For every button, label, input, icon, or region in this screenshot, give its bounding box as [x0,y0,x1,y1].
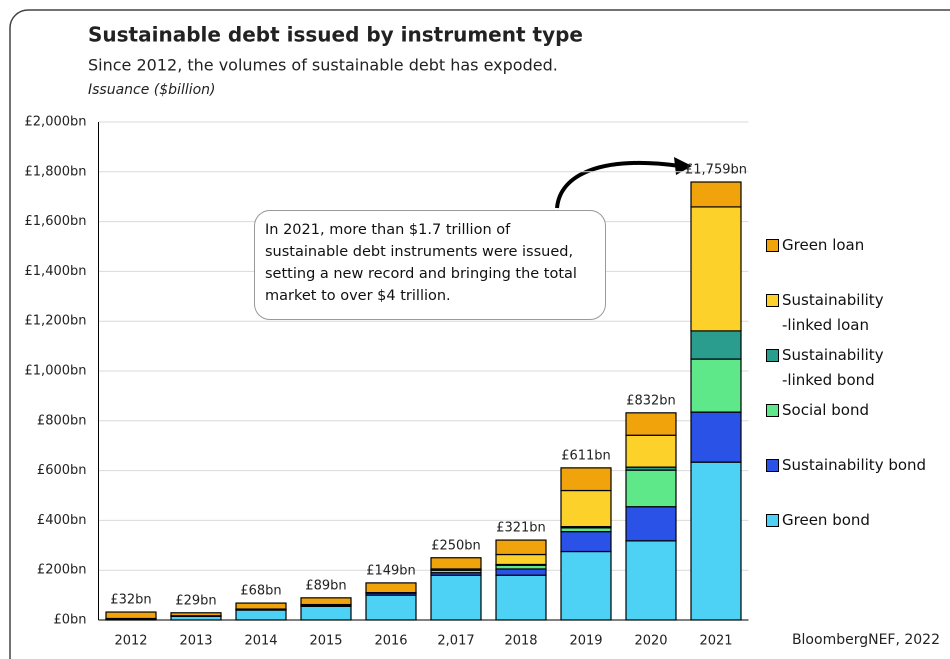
y-tick-label: £1,400bn [25,264,87,279]
bar-segment [300,597,352,606]
legend-swatch [766,294,779,307]
x-tick-label: 2013 [179,634,212,649]
bar-segment [625,506,677,542]
legend-swatch [766,349,779,362]
bar-segment [170,612,222,617]
bar-segment [560,550,612,621]
legend-swatch [766,459,779,472]
x-tick-label: 2019 [569,634,602,649]
bar-segment [690,461,742,621]
total-label: £68bn [240,584,281,599]
total-label: £32bn [110,593,151,608]
legend-label: Sustainability -linked loan [782,291,884,334]
x-tick-label: 2015 [309,634,342,649]
y-tick-label: £1,200bn [25,314,87,329]
bar-segment [365,582,417,594]
bar-segment [690,206,742,332]
y-tick-label: £1,000bn [25,364,87,379]
y-tick-label: £800bn [37,413,87,428]
total-label: £611bn [561,448,611,463]
legend-item: Social bond [766,398,869,423]
x-tick-label: 2012 [114,634,147,649]
total-label: £832bn [626,393,676,408]
bar-segment [430,557,482,570]
legend-label: Social bond [782,401,869,419]
y-tick-label: £1,800bn [25,164,87,179]
bar-segment [690,358,742,413]
bar-segment [495,539,547,556]
total-label: £149bn [366,563,416,578]
bar-segment [690,181,742,208]
chart-title: Sustainable debt issued by instrument ty… [88,23,583,47]
total-label: £321bn [496,521,546,536]
legend-label: Green bond [782,511,870,529]
total-label: £250bn [431,538,481,553]
total-label: £1,759bn [685,163,747,178]
annotation: In 2021, more than $1.7 trillion of sust… [254,210,606,320]
bar-segment [365,594,417,621]
bar-segment [430,574,482,621]
x-tick-label: 2020 [634,634,667,649]
x-tick-label: 2,017 [437,634,474,649]
bar-segment [625,434,677,468]
bar-segment [495,568,547,576]
legend-item: Green loan [766,233,864,258]
y-tick-label: £0bn [53,613,86,628]
y-tick-label: £2,000bn [25,115,87,130]
legend-item: Green bond [766,508,870,533]
bar-segment [625,412,677,436]
legend-label: Sustainability bond [782,456,927,474]
bar-segment [495,574,547,621]
arrow-head [674,157,692,175]
bar-segment [690,411,742,463]
y-tick-label: £200bn [37,563,87,578]
bar-segment [495,553,547,566]
bar-segment [560,531,612,553]
y-tick-label: £1,600bn [25,214,87,229]
subtitle: Since 2012, the volumes of sustainable d… [88,56,558,75]
bar-segment [105,611,157,620]
bar-segment [690,330,742,360]
legend-swatch [766,404,779,417]
frame [9,9,950,659]
source: BloombergNEF, 2022 [792,632,940,648]
y-tick-label: £600bn [37,463,87,478]
legend-item: Sustainability -linked bond [766,343,884,393]
legend-label: Green loan [782,236,865,254]
legend-swatch [766,514,779,527]
y-tick-label: £400bn [37,513,87,528]
legend-item: Sustainability -linked loan [766,288,884,338]
bar-segment [625,540,677,621]
x-tick-label: 2021 [699,634,732,649]
bar-segment [560,467,612,492]
total-label: £89bn [305,578,346,593]
legend-swatch [766,239,779,252]
bar-segment [235,602,287,610]
arrow [555,161,681,209]
total-label: £29bn [175,593,216,608]
bar-segment [560,489,612,528]
legend-item: Sustainability bond [766,453,926,478]
x-tick-label: 2014 [244,634,277,649]
x-tick-label: 2018 [504,634,537,649]
y-axis-label: Issuance ($billion) [88,82,216,98]
legend-label: Sustainability -linked bond [782,346,884,389]
bar-segment [235,609,287,621]
bar-segment [300,605,352,621]
x-tick-label: 2016 [374,634,407,649]
bar-segment [625,469,677,508]
